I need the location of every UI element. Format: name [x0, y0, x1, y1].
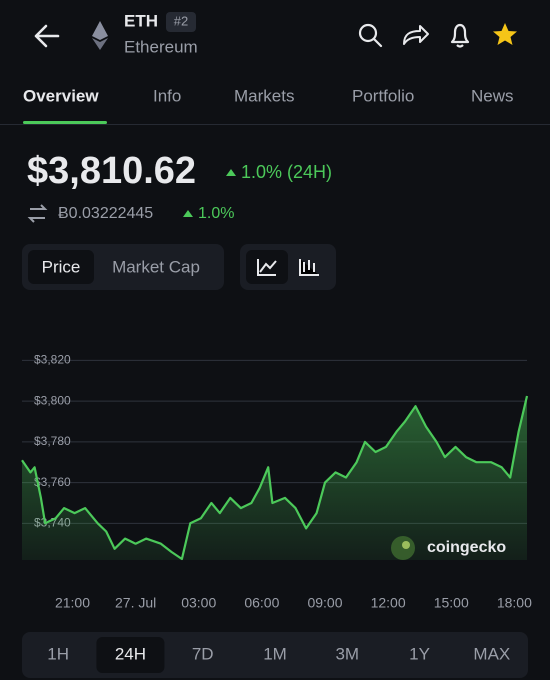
- y-tick-label: $3,820: [34, 353, 71, 367]
- y-tick-label: $3,760: [34, 475, 71, 489]
- toggle-option[interactable]: Price: [42, 257, 81, 276]
- range-option[interactable]: MAX: [473, 644, 510, 663]
- tab[interactable]: News: [471, 86, 514, 105]
- rank-badge: [166, 12, 196, 32]
- swap-icon: [27, 204, 48, 223]
- x-tick-label: 15:00: [434, 595, 469, 611]
- back-button[interactable]: [34, 24, 60, 48]
- tab-indicator: [23, 121, 107, 124]
- coin-name: Ethereum: [124, 37, 198, 56]
- tab[interactable]: Markets: [234, 86, 294, 105]
- search-icon[interactable]: [358, 23, 383, 48]
- share-icon[interactable]: [403, 25, 429, 45]
- range-option[interactable]: 3M: [335, 644, 359, 663]
- price: $3,810.62: [27, 150, 196, 192]
- line-chart-icon[interactable]: [257, 259, 277, 276]
- y-tick-label: $3,780: [34, 434, 71, 448]
- range-option[interactable]: 1H: [47, 644, 69, 663]
- watermark: coingecko: [427, 539, 506, 556]
- x-tick-label: 21:00: [55, 595, 90, 611]
- price-line: [21, 395, 529, 561]
- btc-change: 1.0%: [198, 205, 234, 222]
- x-tick-label: 09:00: [307, 595, 342, 611]
- tab[interactable]: Info: [153, 86, 181, 105]
- rank: #2: [174, 13, 188, 28]
- watermark-logo: [391, 536, 415, 560]
- toggle-option[interactable]: Market Cap: [112, 257, 200, 276]
- up-arrow: [183, 210, 193, 217]
- x-tick-label: 27. Jul: [115, 595, 156, 611]
- x-tick-label: 06:00: [244, 595, 279, 611]
- area-fill: [22, 396, 527, 560]
- tab-divider: [0, 124, 550, 125]
- tab[interactable]: Portfolio: [352, 86, 414, 105]
- toggle-selected: [28, 250, 94, 284]
- range-option[interactable]: 7D: [192, 644, 214, 663]
- bell-icon[interactable]: [450, 23, 470, 48]
- range-option[interactable]: 24H: [115, 644, 146, 663]
- x-tick-label: 18:00: [497, 595, 532, 611]
- price-change: 1.0% (24H): [241, 162, 332, 182]
- tab[interactable]: Overview: [23, 86, 99, 105]
- watermark-logo-eye: [402, 541, 410, 549]
- chart-type-selected: [246, 250, 288, 284]
- up-arrow: [226, 169, 236, 176]
- x-tick-label: 03:00: [181, 595, 216, 611]
- eth-logo: [92, 21, 108, 50]
- candle-chart-icon[interactable]: [299, 259, 319, 276]
- favorite-star[interactable]: [493, 23, 517, 45]
- symbol: ETH: [124, 11, 158, 30]
- range-option[interactable]: 1M: [263, 644, 287, 663]
- y-tick-label: $3,800: [34, 393, 71, 407]
- x-tick-label: 12:00: [371, 595, 406, 611]
- range-buttons: 1H 24H 7D 1M 3M 1Y MAX: [47, 637, 510, 673]
- range-option[interactable]: 1Y: [409, 644, 430, 663]
- range-selected: [96, 637, 165, 673]
- btc-price: Ƀ0.03222445: [58, 205, 153, 222]
